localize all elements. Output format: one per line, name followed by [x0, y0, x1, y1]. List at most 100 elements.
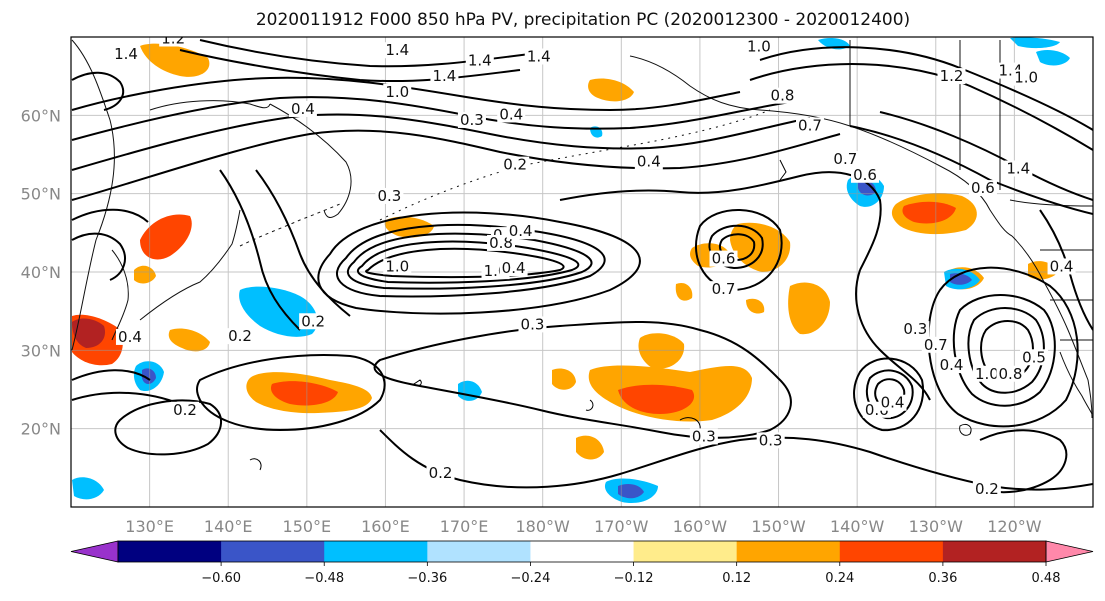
contour-label: 0.3	[460, 111, 484, 129]
contour-label: 1.0	[975, 365, 999, 383]
contour-label: 0.4	[502, 259, 526, 277]
colorbar-segment	[736, 541, 841, 562]
pv-contour-line	[559, 171, 882, 271]
precip-region-fill	[902, 201, 956, 224]
precip-region-fill	[618, 484, 644, 499]
colorbar-extend-low	[70, 540, 119, 563]
longitude-tick-label: 160°W	[673, 517, 728, 536]
colorbar-frame	[117, 540, 1047, 563]
contour-label: 0.4	[499, 105, 523, 123]
contour-label: 0.2	[173, 401, 197, 419]
contour-label-background	[972, 480, 1001, 497]
pv-contour-line	[71, 232, 126, 281]
contour-label: 0.8	[999, 365, 1023, 383]
pv-contour-line	[759, 46, 1093, 131]
contour-label: 0.2	[228, 327, 252, 345]
contour-label-background	[383, 42, 412, 59]
contour-label-background	[426, 465, 455, 482]
contour-label: 0.3	[521, 315, 545, 333]
contour-label-background	[878, 394, 907, 411]
longitude-labels: 130°E 140°E 150°E 160°E 170°E 180°W 170°W 160°W…	[125, 517, 1041, 536]
precip-region-fill	[588, 78, 634, 102]
contour-label-background	[1012, 69, 1041, 86]
colorbar-tick-label: 0.24	[825, 571, 854, 586]
coastline-baja	[1059, 351, 1093, 415]
coastlines	[71, 39, 1093, 419]
contour-label-background	[1047, 258, 1076, 275]
precip-shading	[72, 37, 1070, 504]
colorbar-segment	[530, 541, 635, 562]
latitude-tick-label: 40°N	[21, 263, 61, 282]
colorbar-segment	[633, 541, 738, 562]
contour-label-background	[1004, 160, 1033, 177]
contour-label: 0.8	[771, 87, 795, 105]
precip-region-fill	[142, 368, 156, 384]
latitude-tick-label: 60°N	[21, 106, 61, 125]
map-title: 2020011912 F000 850 hPa PV, precipitatio…	[256, 10, 910, 30]
contour-label: 0.4	[509, 222, 533, 240]
longitude-tick-label: 140°E	[204, 517, 253, 536]
pv-contour-line	[679, 417, 701, 431]
colorbar-tick-label: 0.48	[1032, 571, 1061, 586]
contour-label: 0.3	[692, 427, 716, 445]
precip-region-fill	[1010, 37, 1060, 49]
precip-region-fill	[239, 286, 318, 337]
pv-contour-line	[695, 209, 783, 292]
precip-region-fill	[858, 180, 876, 196]
latitude-tick-label: 30°N	[21, 341, 61, 360]
coastline-north-america	[1011, 235, 1093, 419]
pv-fine-contours	[249, 159, 972, 471]
precip-region-fill	[618, 384, 695, 414]
contour-label-background	[430, 68, 459, 85]
contour-label-background	[709, 250, 738, 267]
contour-label: 1.2	[161, 29, 185, 47]
contour-label: 0.2	[429, 464, 453, 482]
pv-contour-line	[356, 240, 580, 284]
colorbar-extend-high	[1045, 540, 1094, 563]
precip-region-fill	[1036, 50, 1070, 66]
contour-label: 0.4	[291, 100, 315, 118]
contour-label-background	[996, 365, 1025, 382]
colorbar	[70, 540, 1094, 563]
precip-region-fill	[552, 368, 576, 390]
pv-contour-line	[927, 266, 1079, 428]
contour-label: 1.0	[1014, 69, 1038, 87]
contour-labels: 1.4 1.2 1.4 1.4 1.4 1.4 1.0 0.4 0.3 0.4 0.2 0.4 0.3 1…	[112, 29, 1076, 498]
longitude-tick-label: 150°E	[283, 517, 332, 536]
contour-label: 1.0	[385, 257, 409, 275]
colorbar-tick-label: −0.36	[407, 571, 447, 586]
contour-label-background	[795, 117, 824, 134]
pv-contour-line	[71, 76, 741, 112]
precip-region-fill	[168, 328, 210, 352]
contour-label-background	[497, 106, 526, 123]
precip-region-fill	[384, 216, 434, 238]
contour-label: 0.7	[798, 116, 822, 134]
contour-label-background	[299, 313, 328, 330]
pv-contour-line	[849, 125, 1093, 215]
coastline-asia	[71, 39, 115, 351]
contour-label-background	[112, 46, 141, 63]
contour-label: 0.3	[759, 431, 783, 449]
longitude-tick-label: 140°W	[830, 517, 885, 536]
contour-label-background	[518, 316, 547, 333]
contour-label-background	[689, 428, 718, 445]
longitude-tick-label: 180°W	[516, 517, 571, 536]
contour-label-background	[383, 258, 412, 275]
pv-contour-line	[413, 379, 422, 387]
contour-label: 1.4	[385, 41, 409, 59]
pv-contour-line	[196, 354, 386, 432]
pv-contour-line	[249, 458, 262, 471]
colorbar-labels: −0.60 −0.48 −0.36 −0.24 −0.12 0.12 0.24 0.36 0.4…	[201, 562, 1061, 586]
contour-label: 0.2	[975, 480, 999, 498]
pv-contour-line	[373, 321, 792, 439]
colorbar-segment	[221, 541, 325, 562]
colorbar-segment	[324, 541, 428, 562]
contour-label-background	[226, 328, 255, 345]
contour-label-background	[1020, 349, 1049, 366]
pv-contour-line	[71, 113, 811, 171]
pv-contour-line	[317, 211, 641, 315]
contour-label: 0.5	[1022, 348, 1046, 366]
pv-contour-line	[255, 169, 351, 317]
coastline-japan	[139, 209, 241, 321]
contour-label-background	[375, 187, 404, 204]
